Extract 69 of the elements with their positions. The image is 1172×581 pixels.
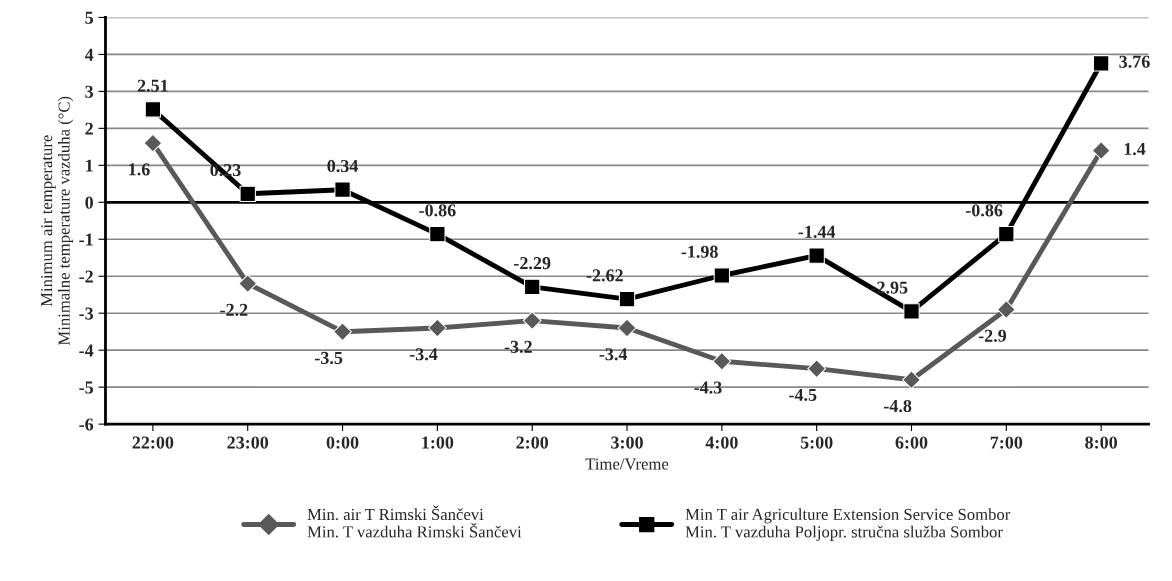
data-label: -2.29	[514, 257, 551, 270]
legend-label: Min. air T Rimski Šančevi Min. T vazduha Rimski Šančevi	[307, 505, 522, 538]
y-tick-label: -6	[79, 418, 94, 431]
data-label: -3.5	[315, 351, 343, 365]
point	[333, 322, 352, 342]
x-tick-label: 23:00	[227, 436, 269, 449]
point	[807, 359, 827, 379]
point	[334, 181, 351, 198]
data-label: -4.5	[789, 388, 817, 402]
data-label: -3.2	[504, 340, 532, 353]
point	[239, 185, 256, 202]
x-tick-label: 1:00	[422, 436, 454, 449]
data-label: 2.51	[137, 79, 168, 92]
y-axis-title: Minimum air temperature Minimalne temperature vazduha (°C)	[41, 96, 74, 346]
y-tick-label: 2	[85, 122, 93, 135]
y-tick-label: 0	[85, 196, 93, 209]
point	[902, 370, 921, 390]
data-label: -2.62	[586, 269, 623, 282]
data-label: -1.44	[798, 225, 836, 238]
point	[428, 318, 447, 338]
point	[996, 300, 1016, 319]
data-label: 0.34	[327, 159, 359, 173]
x-tick-label: 8:00	[1085, 436, 1118, 449]
point	[713, 267, 730, 284]
point	[1091, 141, 1111, 160]
y-tick-label: 5	[85, 11, 94, 24]
data-label: -0.86	[419, 204, 456, 217]
point	[524, 278, 541, 296]
point	[144, 101, 162, 118]
legend-label: Min T air Agriculture Extension Service Sombor Min. T vazduha Poljopr. stručna služba Sombor	[685, 508, 1011, 541]
x-tick-label: 5:00	[800, 436, 833, 449]
point	[522, 311, 542, 330]
data-label: -0.86	[965, 204, 1003, 217]
x-tick-label: 3:00	[611, 436, 643, 449]
x-tick-label: 7:00	[990, 436, 1023, 449]
data-label: 1.4	[1124, 142, 1146, 156]
data-label: 1.6	[129, 163, 150, 176]
point	[618, 291, 636, 308]
y-tick-label: 4	[84, 48, 94, 61]
x-tick-label: 22:00	[132, 436, 174, 449]
y-tick-label: 1	[86, 159, 93, 172]
data-label: -4.3	[694, 381, 722, 394]
data-label: -2.9	[978, 329, 1007, 342]
x-tick-label: 2:00	[516, 436, 549, 449]
point	[429, 225, 446, 243]
point	[998, 225, 1015, 243]
y-tick-label: -1	[79, 233, 93, 246]
y-tick-label: -3	[79, 307, 94, 320]
point	[808, 247, 825, 264]
point	[712, 351, 732, 371]
point	[1092, 55, 1110, 72]
x-tick-label: 6:00	[895, 436, 928, 449]
point	[903, 303, 920, 320]
x-tick-label: 4:00	[705, 436, 738, 449]
y-tick-label: -4	[79, 344, 94, 357]
point	[617, 318, 637, 338]
x-tick-label: 0:00	[326, 436, 359, 449]
data-label: -3.4	[409, 348, 438, 361]
y-tick-label: -2	[79, 270, 93, 283]
data-label: -4.8	[883, 399, 912, 413]
y-tick-label: 3	[85, 85, 94, 98]
y-tick-label: -5	[79, 381, 94, 394]
x-axis-title: Time/Vreme	[585, 458, 669, 470]
point	[143, 133, 163, 153]
point	[238, 274, 258, 293]
data-label: -2.2	[220, 303, 248, 317]
data-label: -3.4	[599, 348, 628, 361]
data-label: 3.76	[1119, 55, 1150, 68]
data-label: -1.98	[681, 245, 718, 258]
